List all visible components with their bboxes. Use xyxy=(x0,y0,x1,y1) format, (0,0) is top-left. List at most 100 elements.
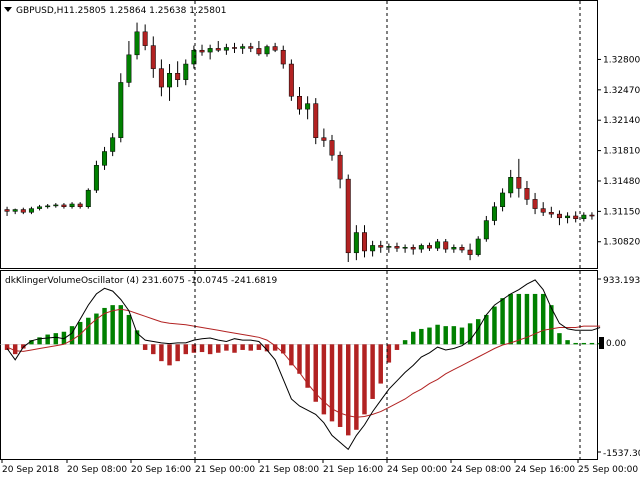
symbol-label: GBPUSD,H1 xyxy=(16,6,69,16)
histogram-bar xyxy=(216,344,221,353)
price-tick-label: 1.32470 xyxy=(603,86,640,96)
histogram-bar xyxy=(321,344,327,415)
indicator-label: dkKlingerVolumeOscillator (4) 231.6075 -… xyxy=(5,276,277,286)
histogram-bar xyxy=(207,344,213,355)
candle-body xyxy=(256,48,262,55)
candle-body xyxy=(353,232,359,254)
candle-body xyxy=(418,245,424,250)
candle-body xyxy=(475,238,481,255)
histogram-bar xyxy=(492,306,497,345)
histogram-bar xyxy=(419,328,424,345)
indicator-scale-bottom: -1537.3091 xyxy=(603,449,640,459)
candle-body xyxy=(134,31,140,56)
candle-body xyxy=(61,204,67,208)
histogram-bar xyxy=(435,324,440,345)
histogram-bar xyxy=(142,344,148,350)
histogram-bar xyxy=(370,344,375,399)
candle-body xyxy=(167,72,173,88)
histogram-bar xyxy=(61,331,67,345)
histogram-bar xyxy=(305,344,310,388)
price-pane-frame xyxy=(0,0,598,269)
candle-body xyxy=(500,192,506,208)
candle-body xyxy=(589,214,595,217)
time-tick-label: 24 Sep 08:00 xyxy=(451,465,511,475)
candle-body xyxy=(386,246,392,248)
histogram-bar xyxy=(29,340,34,345)
candle-body xyxy=(85,189,91,208)
histogram-bar xyxy=(475,319,481,345)
histogram-bar xyxy=(516,293,522,345)
histogram-bar xyxy=(289,344,294,366)
candle-body xyxy=(150,45,156,69)
time-axis: 20 Sep 2018 20 Sep 08:00 20 Sep 16:00 21 Se… xyxy=(1,459,638,475)
symbol-dropdown-icon[interactable] xyxy=(4,7,12,12)
histogram-bar xyxy=(500,298,505,345)
kvo-line xyxy=(6,279,601,451)
histogram-bar xyxy=(272,344,278,351)
histogram-bar xyxy=(183,344,189,355)
histogram-bar xyxy=(53,333,59,345)
histogram-bar xyxy=(459,327,465,345)
candle-body xyxy=(28,208,34,213)
candle-body xyxy=(508,177,514,194)
histogram-bar xyxy=(402,340,408,345)
time-tick-label: 25 Sep 00:00 xyxy=(578,465,638,475)
histogram-bar xyxy=(175,344,180,362)
candle-body xyxy=(548,212,554,215)
candle-body xyxy=(313,103,319,138)
candle-body xyxy=(565,215,571,219)
candle-body xyxy=(223,47,229,51)
histogram-bar xyxy=(94,313,99,345)
histogram-bar xyxy=(532,293,538,345)
candle-body xyxy=(118,82,124,138)
histogram-bar xyxy=(467,323,473,345)
histogram-bar xyxy=(443,326,448,345)
histogram-bar xyxy=(45,334,50,345)
histogram-bar xyxy=(337,344,343,427)
candle-body xyxy=(362,232,367,252)
histogram-bar xyxy=(451,326,457,345)
candle-body xyxy=(183,63,189,80)
candle-body xyxy=(297,96,302,110)
histogram-bar xyxy=(329,344,335,422)
histogram-bar xyxy=(256,344,262,350)
candle-body xyxy=(410,247,416,250)
histogram-bar xyxy=(191,344,197,353)
histogram-bar xyxy=(581,342,587,345)
histogram-bar xyxy=(37,337,42,345)
time-tick-label: 24 Sep 00:00 xyxy=(387,465,447,475)
candle-body xyxy=(532,199,538,209)
candle-body xyxy=(329,140,335,156)
candle-body xyxy=(37,206,43,209)
histogram-bar xyxy=(524,293,530,345)
price-tick-label: 1.32140 xyxy=(603,116,640,126)
histogram-bar xyxy=(134,330,140,345)
histogram-bar xyxy=(232,344,237,353)
time-tick-label: 21 Sep 00:00 xyxy=(195,465,255,475)
indicator-scale-top: 933.1931 xyxy=(603,276,640,286)
histogram-bar xyxy=(240,344,245,350)
candle-body xyxy=(12,209,18,212)
histogram-bar xyxy=(313,344,318,402)
candle-body xyxy=(248,46,254,49)
candle-body xyxy=(53,204,59,207)
histogram-bar xyxy=(573,342,578,345)
candle-body xyxy=(573,215,579,219)
candle-body xyxy=(126,54,132,83)
histogram-bar xyxy=(69,326,75,345)
oscillator-series xyxy=(0,279,603,451)
histogram-bar xyxy=(549,305,554,345)
price-tick-label: 1.31810 xyxy=(603,147,640,157)
time-tick-label: 21 Sep 16:00 xyxy=(323,465,383,475)
candle-body xyxy=(175,72,181,80)
histogram-bar xyxy=(77,321,83,345)
candle-body xyxy=(272,46,278,51)
candle-body xyxy=(556,213,562,219)
indicator-scale-zero: 0.00 xyxy=(606,339,626,349)
time-tick-label: 20 Sep 08:00 xyxy=(67,465,127,475)
candle-body xyxy=(69,203,75,208)
candle-body xyxy=(394,246,400,249)
